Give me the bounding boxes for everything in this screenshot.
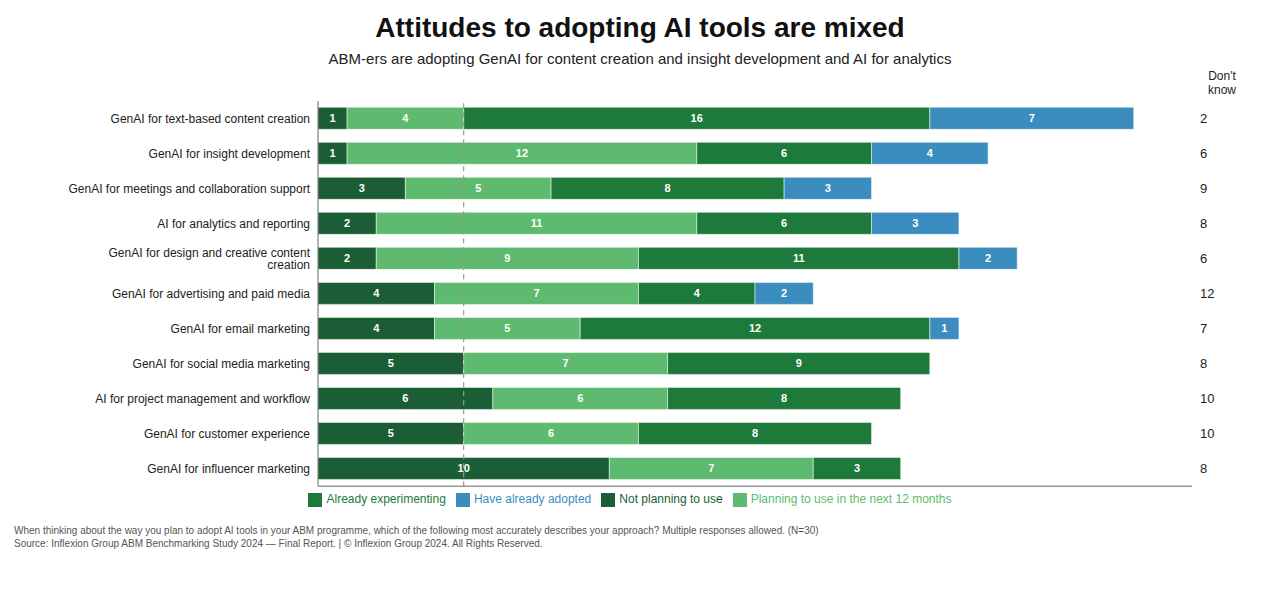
svg-text:12: 12 [516, 147, 528, 159]
svg-text:10: 10 [1200, 391, 1214, 406]
svg-text:8: 8 [781, 392, 787, 404]
svg-text:7: 7 [1029, 112, 1035, 124]
svg-text:GenAI for advertising and paid: GenAI for advertising and paid media [112, 287, 310, 301]
svg-text:5: 5 [475, 182, 481, 194]
svg-text:3: 3 [854, 462, 860, 474]
svg-text:7: 7 [1200, 321, 1207, 336]
svg-text:3: 3 [825, 182, 831, 194]
svg-text:8: 8 [752, 427, 758, 439]
svg-text:6: 6 [1200, 146, 1207, 161]
svg-text:GenAI for email marketing: GenAI for email marketing [171, 322, 310, 336]
svg-text:11: 11 [793, 252, 805, 264]
svg-text:12: 12 [749, 322, 761, 334]
html-text:Not planning to use: Not planning to use [619, 492, 723, 507]
svg-text:GenAI for influencer marketing: GenAI for influencer marketing [147, 462, 310, 476]
html-text:Have already adopted: Have already adopted [473, 492, 592, 507]
svg-text:2: 2 [781, 287, 787, 299]
svg-text:AI for analytics and reporting: AI for analytics and reporting [157, 217, 310, 231]
html-text:Attitudes to adopting AI tools: Attitudes to adopting AI tools are mixed [375, 12, 905, 43]
svg-text:8: 8 [1200, 356, 1207, 371]
svg-text:5: 5 [388, 427, 394, 439]
svg-text:7: 7 [563, 357, 569, 369]
html-text:Source: Inflexion Group ABM Be: Source: Inflexion Group ABM Benchmarking… [14, 538, 543, 549]
svg-text:12: 12 [1200, 286, 1214, 301]
svg-text:1: 1 [330, 147, 336, 159]
svg-text:6: 6 [1200, 251, 1207, 266]
svg-text:2: 2 [1200, 111, 1207, 126]
svg-text:7: 7 [533, 287, 539, 299]
svg-text:9: 9 [796, 357, 802, 369]
svg-text:GenAI for social media marketi: GenAI for social media marketing [133, 357, 310, 371]
svg-text:5: 5 [388, 357, 394, 369]
svg-text:8: 8 [1200, 216, 1207, 231]
svg-text:GenAI for customer experience: GenAI for customer experience [144, 427, 310, 441]
svg-text:4: 4 [402, 112, 409, 124]
svg-text:5: 5 [504, 322, 510, 334]
svg-text:9: 9 [504, 252, 510, 264]
svg-text:6: 6 [781, 147, 787, 159]
svg-text:4: 4 [694, 287, 701, 299]
svg-text:8: 8 [665, 182, 671, 194]
svg-text:2: 2 [344, 217, 350, 229]
svg-text:8: 8 [1200, 461, 1207, 476]
svg-text:GenAI for design and creative: GenAI for design and creative contentcre… [109, 246, 311, 272]
svg-text:10: 10 [1200, 426, 1214, 441]
svg-text:3: 3 [912, 217, 918, 229]
svg-text:4: 4 [373, 287, 380, 299]
svg-text:GenAI for meetings and collabo: GenAI for meetings and collaboration sup… [69, 182, 311, 196]
svg-text:9: 9 [1200, 181, 1207, 196]
html-text:Already experimenting: Already experimenting [326, 492, 446, 507]
svg-text:4: 4 [927, 147, 934, 159]
svg-text:7: 7 [708, 462, 714, 474]
svg-text:GenAI for insight development: GenAI for insight development [149, 147, 311, 161]
svg-text:3: 3 [359, 182, 365, 194]
svg-text:1: 1 [330, 112, 336, 124]
svg-text:6: 6 [781, 217, 787, 229]
svg-text:6: 6 [402, 392, 408, 404]
svg-text:AI for project management and: AI for project management and workflow [95, 392, 310, 406]
svg-text:1: 1 [941, 322, 947, 334]
svg-text:2: 2 [985, 252, 991, 264]
svg-text:4: 4 [373, 322, 380, 334]
svg-text:2: 2 [344, 252, 350, 264]
svg-text:6: 6 [577, 392, 583, 404]
html-text:When thinking about the way yo: When thinking about the way you plan to … [14, 525, 819, 536]
html-text:Planning to use in the next 12: Planning to use in the next 12 months [750, 492, 952, 507]
svg-text:11: 11 [531, 217, 543, 229]
svg-text:16: 16 [691, 112, 703, 124]
html-text:Don't know: Don't know [1208, 69, 1236, 98]
svg-text:10: 10 [458, 462, 470, 474]
html-text:ABM-ers are adopting GenAI for: ABM-ers are adopting GenAI for content c… [328, 50, 952, 67]
svg-text:GenAI for text-based content c: GenAI for text-based content creation [111, 112, 310, 126]
svg-text:6: 6 [548, 427, 554, 439]
